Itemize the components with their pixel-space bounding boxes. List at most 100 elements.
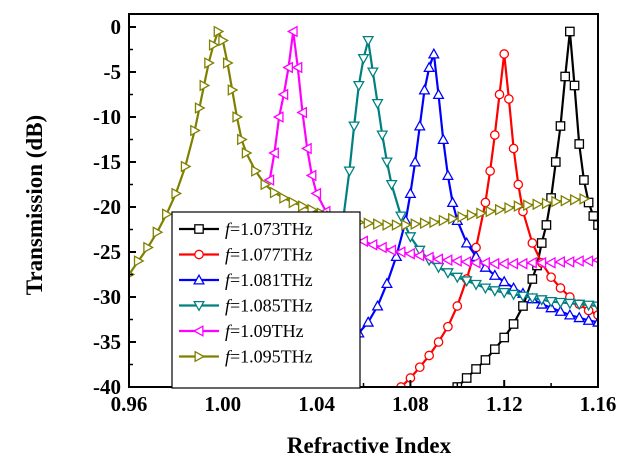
- legend-label-suffix: =1.085THz: [230, 296, 313, 316]
- series-4-point: [451, 272, 464, 284]
- legend-label-prefix: f: [225, 321, 233, 341]
- series-1-point: [555, 121, 566, 131]
- series-6-point: [199, 79, 211, 92]
- series-5-point: [582, 255, 594, 267]
- y-tick-label: -15: [93, 150, 121, 174]
- series-6-point: [391, 219, 403, 231]
- series-4-point: [366, 67, 379, 79]
- series-3-point: [582, 314, 595, 325]
- series-3-point: [418, 83, 431, 95]
- series-6-point: [448, 212, 459, 225]
- series-4-point: [381, 157, 393, 169]
- series-2-point: [513, 179, 524, 190]
- series-2-point: [414, 362, 425, 373]
- legend-label: f=1.077THz: [225, 245, 313, 265]
- series-1-point: [461, 373, 472, 383]
- series-4-point: [554, 297, 567, 309]
- series-4-point: [371, 98, 384, 110]
- series-6-point: [513, 200, 525, 213]
- series-3-point: [423, 61, 436, 73]
- legend-marker: [194, 350, 206, 363]
- series-2-point: [555, 283, 566, 293]
- y-tick-label: -40: [93, 375, 121, 399]
- series-2-point: [433, 337, 444, 347]
- series-6-point: [494, 203, 506, 216]
- series-6-point: [288, 196, 300, 209]
- series-5-point: [544, 256, 556, 269]
- series-4-point: [592, 301, 598, 313]
- series-6-point: [504, 201, 516, 214]
- series-5-point: [507, 257, 519, 270]
- series-5-point: [394, 246, 406, 258]
- series-3-point: [437, 133, 450, 145]
- series-5-point: [422, 251, 434, 264]
- series-1-point: [569, 80, 580, 91]
- legend-label: f=1.073THz: [225, 219, 313, 239]
- legend-marker: [192, 325, 204, 337]
- legend-label-prefix: f: [225, 245, 233, 265]
- legend-label-suffix: =1.081THz: [230, 270, 313, 290]
- series-6-point: [222, 57, 234, 69]
- series-4-point: [432, 262, 445, 274]
- y-tick-label: -30: [93, 285, 121, 309]
- series-4-point: [479, 283, 492, 295]
- series-6-point: [476, 207, 487, 220]
- series-3-point: [563, 308, 576, 320]
- series-2-point: [508, 143, 519, 154]
- series-3-point: [390, 250, 403, 262]
- series-5-point: [460, 255, 472, 268]
- series-1-point: [565, 26, 575, 37]
- series-3-point: [404, 187, 417, 199]
- series-6-point: [180, 160, 192, 173]
- series-3-point: [441, 169, 454, 181]
- legend: f=1.073THzf=1.077THzf=1.081THzf=1.085THz…: [171, 211, 361, 389]
- x-tick-label: 1.08: [392, 392, 429, 416]
- series-6-point: [579, 192, 591, 205]
- series-5-point: [451, 255, 462, 267]
- series-2-point: [424, 350, 435, 361]
- series-4-point: [376, 130, 389, 142]
- x-tick-label: 1.04: [298, 392, 335, 416]
- series-2-point: [485, 166, 495, 176]
- series-6-point: [213, 25, 225, 38]
- x-axis-title: Refractive Index: [287, 433, 452, 458]
- series-2-point: [527, 238, 538, 248]
- series-5-point: [404, 247, 415, 260]
- series-4-point: [395, 211, 407, 223]
- series-4-point: [582, 300, 595, 312]
- series-6-point: [560, 194, 572, 207]
- series-6-point: [171, 187, 183, 200]
- legend-label-prefix: f: [225, 270, 233, 290]
- legend-label-suffix: =1.09THz: [230, 321, 304, 341]
- series-6-point: [298, 200, 309, 213]
- series-5-point: [310, 187, 322, 200]
- legend-label-prefix: f: [225, 296, 233, 316]
- y-tick-label: -35: [93, 330, 121, 354]
- series-6-point: [382, 219, 394, 231]
- series-6-point: [570, 193, 581, 206]
- series-5-point: [413, 249, 425, 262]
- series-6-point: [429, 216, 441, 229]
- series-3-point: [460, 236, 473, 248]
- series-4-point: [507, 289, 520, 301]
- series-4-point: [385, 179, 398, 191]
- series-5-point: [432, 253, 444, 266]
- series-5-point: [526, 256, 537, 269]
- series-5-point: [488, 257, 500, 270]
- series-6-point: [523, 199, 534, 212]
- series-6-point: [133, 255, 145, 267]
- y-tick-label: 0: [111, 15, 122, 39]
- series-5-point: [563, 255, 575, 268]
- series-6-point: [218, 34, 229, 47]
- legend-label: f=1.095THz: [225, 347, 313, 367]
- y-tick-label: -10: [93, 105, 121, 129]
- series-5-point: [554, 255, 565, 268]
- series-2: [396, 49, 598, 387]
- x-tick-label: 1.16: [580, 392, 617, 416]
- series-6-point: [457, 210, 469, 223]
- x-tick-label: 1.00: [204, 392, 241, 416]
- legend-item: f=1.077THz: [179, 245, 313, 265]
- series-6-point: [419, 217, 431, 230]
- series-1-point: [471, 364, 481, 374]
